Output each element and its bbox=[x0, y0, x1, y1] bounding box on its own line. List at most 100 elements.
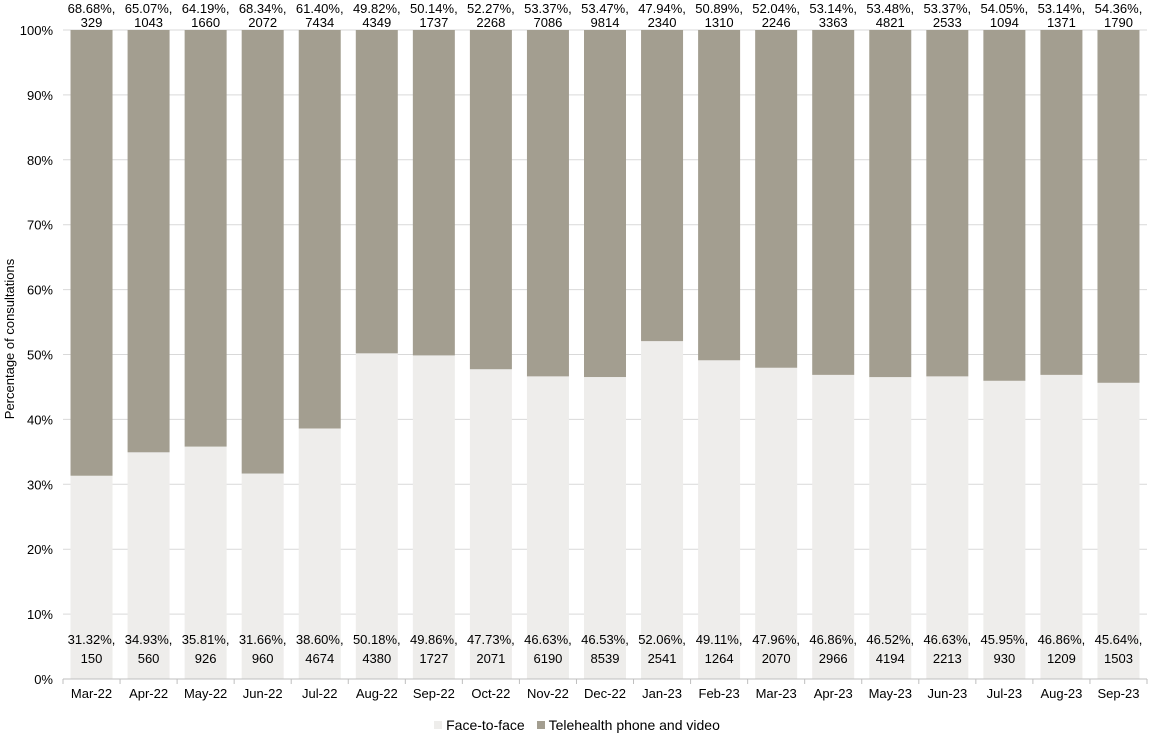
data-label-telehealth-pct: 53.37%, bbox=[524, 1, 572, 16]
data-label-telehealth-count: 3363 bbox=[819, 15, 848, 30]
data-label-telehealth-count: 2072 bbox=[248, 15, 277, 30]
data-label-face-to-face-count: 2966 bbox=[819, 651, 848, 666]
legend-label-telehealth: Telehealth phone and video bbox=[548, 717, 720, 733]
data-label-telehealth-count: 329 bbox=[81, 15, 103, 30]
data-label-face-to-face-pct: 45.64%, bbox=[1095, 632, 1143, 647]
bar-face-to-face bbox=[1040, 374, 1083, 679]
bar-face-to-face bbox=[241, 473, 284, 679]
x-tick-label: Jun-23 bbox=[927, 686, 967, 701]
bar-face-to-face bbox=[298, 428, 341, 679]
data-label-telehealth-count: 9814 bbox=[591, 15, 620, 30]
legend-item-face-to-face: Face-to-face bbox=[434, 717, 525, 733]
data-label-face-to-face-pct: 38.60%, bbox=[296, 632, 344, 647]
bar-telehealth bbox=[184, 30, 227, 447]
bar-face-to-face bbox=[469, 369, 512, 679]
data-label-telehealth-pct: 53.37%, bbox=[923, 1, 971, 16]
data-label-telehealth-pct: 50.89%, bbox=[695, 1, 743, 16]
data-label-face-to-face-count: 2071 bbox=[476, 651, 505, 666]
bar-face-to-face bbox=[184, 446, 227, 679]
x-tick-label: Apr-22 bbox=[129, 686, 168, 701]
data-label-telehealth-count: 1790 bbox=[1104, 15, 1133, 30]
y-tick-label: 30% bbox=[27, 477, 53, 492]
data-label-face-to-face-pct: 50.18%, bbox=[353, 632, 401, 647]
data-label-telehealth-pct: 54.05%, bbox=[981, 1, 1029, 16]
data-label-face-to-face-pct: 47.96%, bbox=[752, 632, 800, 647]
data-label-telehealth-count: 2268 bbox=[476, 15, 505, 30]
data-label-telehealth-count: 1737 bbox=[419, 15, 448, 30]
legend-item-telehealth: Telehealth phone and video bbox=[536, 717, 720, 733]
bar-telehealth bbox=[584, 30, 626, 378]
x-tick-label: Nov-22 bbox=[527, 686, 569, 701]
x-tick-label: Oct-22 bbox=[471, 686, 510, 701]
y-tick-label: 80% bbox=[27, 153, 53, 168]
data-label-telehealth-count: 1660 bbox=[191, 15, 220, 30]
data-label-face-to-face-count: 4674 bbox=[305, 651, 334, 666]
legend: Face-to-face Telehealth phone and video bbox=[0, 716, 1154, 733]
bar-telehealth bbox=[1040, 30, 1083, 375]
data-label-face-to-face-count: 4380 bbox=[362, 651, 391, 666]
x-tick-label: Mar-22 bbox=[71, 686, 112, 701]
data-label-face-to-face-pct: 49.86%, bbox=[410, 632, 458, 647]
data-label-face-to-face-pct: 46.52%, bbox=[866, 632, 914, 647]
data-label-face-to-face-count: 960 bbox=[252, 651, 274, 666]
bar-telehealth bbox=[127, 30, 170, 453]
y-tick-label: 90% bbox=[27, 88, 53, 103]
bar-face-to-face bbox=[983, 380, 1026, 679]
bar-face-to-face bbox=[869, 377, 912, 679]
bar-face-to-face bbox=[755, 367, 798, 679]
data-label-telehealth-pct: 53.14%, bbox=[1038, 1, 1086, 16]
data-label-face-to-face-pct: 46.86%, bbox=[809, 632, 857, 647]
data-label-face-to-face-count: 560 bbox=[138, 651, 160, 666]
data-label-face-to-face-pct: 34.93%, bbox=[125, 632, 173, 647]
bar-face-to-face bbox=[127, 452, 170, 679]
y-tick-label: 10% bbox=[27, 607, 53, 622]
data-label-telehealth-pct: 68.68%, bbox=[68, 1, 116, 16]
x-tick-label: Jun-22 bbox=[243, 686, 283, 701]
data-label-telehealth-count: 7434 bbox=[305, 15, 334, 30]
data-label-telehealth-count: 1371 bbox=[1047, 15, 1076, 30]
y-tick-label: 50% bbox=[27, 348, 53, 363]
x-tick-label: Apr-23 bbox=[814, 686, 853, 701]
bar-face-to-face bbox=[1097, 382, 1140, 679]
data-label-face-to-face-pct: 45.95%, bbox=[981, 632, 1029, 647]
data-label-face-to-face-pct: 46.63%, bbox=[524, 632, 572, 647]
x-tick-label: Aug-22 bbox=[356, 686, 398, 701]
bar-telehealth bbox=[412, 30, 455, 356]
data-label-face-to-face-count: 6190 bbox=[533, 651, 562, 666]
data-label-telehealth-count: 4821 bbox=[876, 15, 905, 30]
axes: 0% 10% 20% 30% 40% 50% 60% 70% 80% 90% 100% Mar-22 A… bbox=[20, 23, 1148, 701]
data-label-telehealth-pct: 49.82%, bbox=[353, 1, 401, 16]
x-tick-label: May-22 bbox=[184, 686, 227, 701]
bar-telehealth bbox=[355, 30, 398, 354]
y-tick-label: 40% bbox=[27, 412, 53, 427]
data-label-face-to-face-pct: 35.81%, bbox=[182, 632, 230, 647]
data-label-face-to-face-count: 1264 bbox=[705, 651, 734, 666]
legend-swatch-face-to-face bbox=[434, 721, 443, 729]
data-label-face-to-face-count: 1503 bbox=[1104, 651, 1133, 666]
bar-face-to-face bbox=[926, 376, 969, 679]
bar-telehealth bbox=[812, 30, 855, 375]
bar-telehealth bbox=[298, 30, 341, 429]
x-tick-label: Jul-23 bbox=[987, 686, 1022, 701]
bar-telehealth bbox=[526, 30, 569, 377]
data-labels: 68.68%,329 31.32%, 150 65.07%,1043 34.93%, 56… bbox=[68, 1, 1143, 666]
data-label-face-to-face-pct: 52.06%, bbox=[638, 632, 686, 647]
stacked-bar-chart: 0% 10% 20% 30% 40% 50% 60% 70% 80% 90% 100% Mar-22 A… bbox=[2, 1, 1148, 701]
data-label-telehealth-pct: 68.34%, bbox=[239, 1, 287, 16]
data-label-telehealth-count: 1310 bbox=[705, 15, 734, 30]
data-label-telehealth-pct: 54.36%, bbox=[1095, 1, 1143, 16]
data-label-telehealth-pct: 61.40%, bbox=[296, 1, 344, 16]
data-label-telehealth-pct: 53.48%, bbox=[866, 1, 914, 16]
x-tick-label: Jul-22 bbox=[302, 686, 337, 701]
data-label-face-to-face-count: 150 bbox=[81, 651, 103, 666]
data-label-telehealth-pct: 53.47%, bbox=[581, 1, 629, 16]
data-label-face-to-face-pct: 31.32%, bbox=[68, 632, 116, 647]
bar-face-to-face bbox=[70, 475, 113, 679]
bar-face-to-face bbox=[812, 374, 855, 679]
data-label-face-to-face-count: 2541 bbox=[648, 651, 677, 666]
data-label-face-to-face-count: 4194 bbox=[876, 651, 905, 666]
bar-face-to-face bbox=[698, 360, 741, 679]
x-tick-label: Mar-23 bbox=[756, 686, 797, 701]
bar-telehealth bbox=[469, 30, 512, 370]
data-label-telehealth-count: 2246 bbox=[762, 15, 791, 30]
